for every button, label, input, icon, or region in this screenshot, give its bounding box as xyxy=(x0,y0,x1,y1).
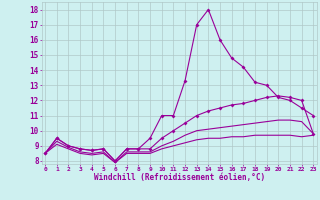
X-axis label: Windchill (Refroidissement éolien,°C): Windchill (Refroidissement éolien,°C) xyxy=(94,173,265,182)
